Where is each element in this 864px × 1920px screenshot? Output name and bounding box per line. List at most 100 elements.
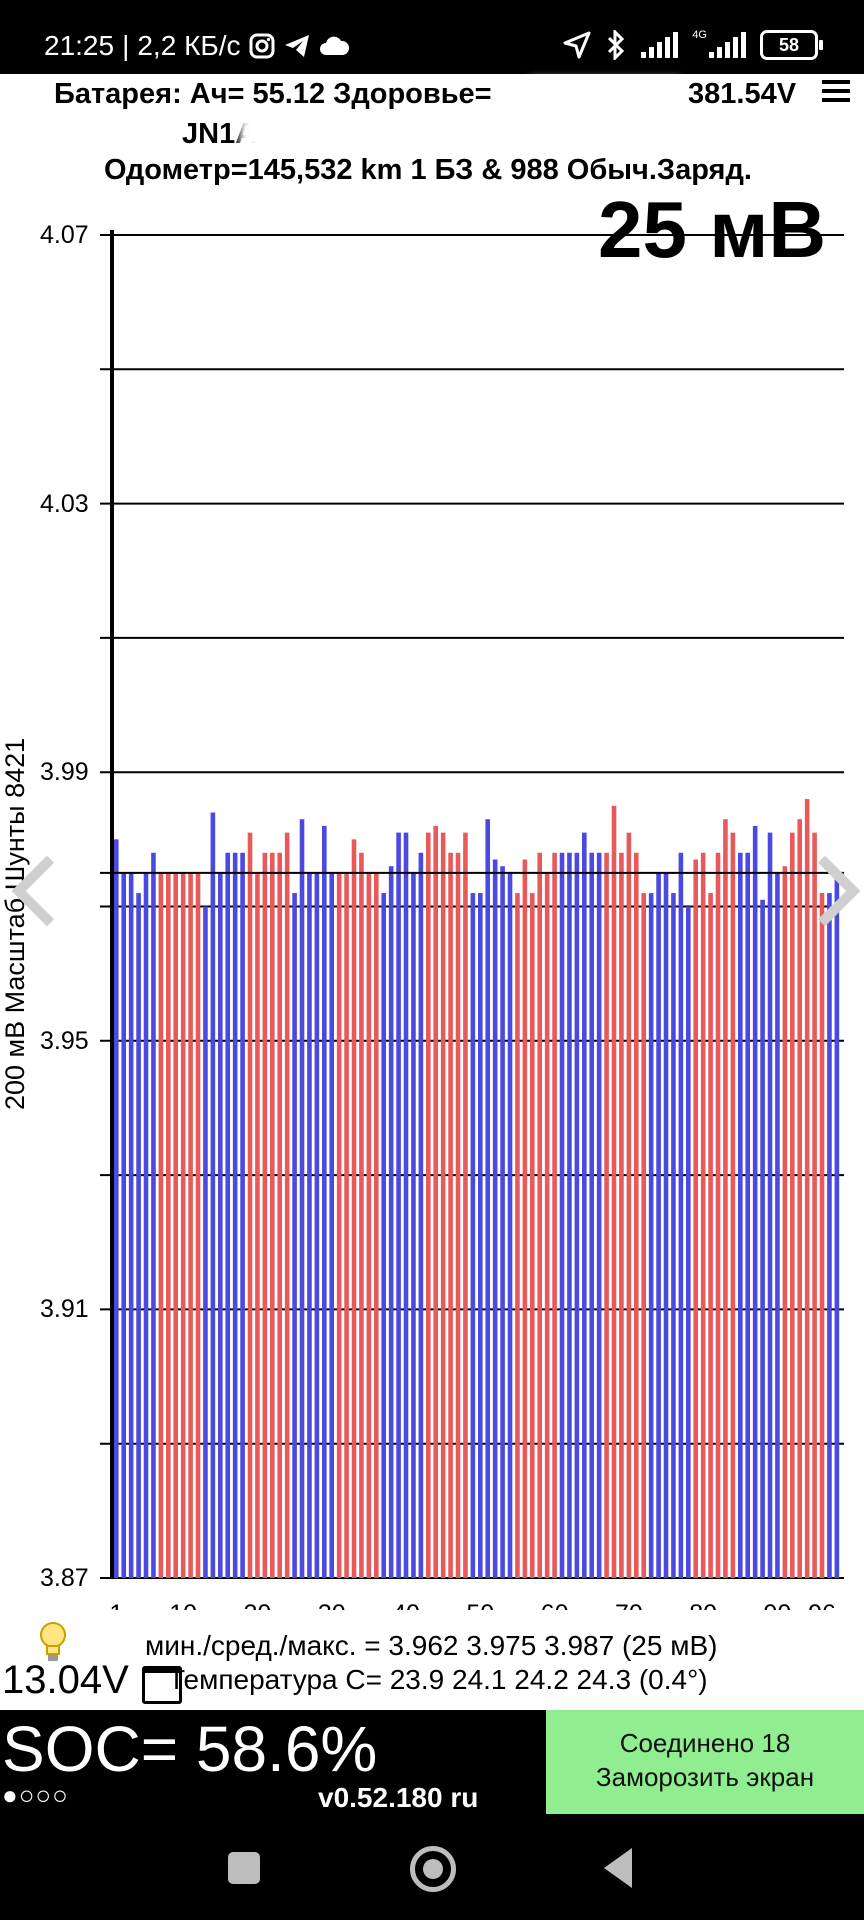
x-tick-label: 20 (244, 1600, 272, 1610)
cell-bar (403, 832, 409, 1578)
connect-freeze-button[interactable]: Соединено 18 Заморозить экран (546, 1710, 864, 1814)
cell-bar (426, 832, 431, 1578)
cell-bar (827, 893, 832, 1578)
cell-bar (448, 852, 453, 1578)
home-icon[interactable] (410, 1846, 456, 1892)
x-tick-label: 70 (615, 1600, 643, 1610)
redacted-area-2 (240, 118, 560, 148)
cell-bar (634, 852, 639, 1578)
status-separator: | (122, 30, 130, 61)
cell-bar (738, 852, 743, 1578)
cell-bar (790, 832, 795, 1578)
cell-bar (760, 899, 765, 1578)
y-tick-label: 4.03 (40, 489, 89, 518)
cell-bar (359, 852, 364, 1578)
cell-bar (678, 852, 684, 1578)
cell-bar (745, 852, 751, 1578)
temperature-line: Температура C= 23.9 24.1 24.2 24.3 (0.4°… (168, 1664, 708, 1695)
cell-bar (804, 799, 810, 1578)
cell-bar (440, 832, 446, 1578)
cell-bar (522, 859, 528, 1578)
cell-bar (752, 825, 758, 1578)
cell-bar (641, 893, 647, 1578)
network-type-label: 4G (692, 29, 707, 41)
cell-bar (366, 872, 372, 1578)
cell-bar (381, 893, 387, 1578)
back-icon[interactable] (604, 1848, 632, 1888)
y-tick-label: 3.95 (40, 1026, 89, 1055)
page-dots: ●○○○ (2, 1780, 69, 1810)
menu-icon[interactable] (822, 80, 850, 102)
cell-bar (663, 872, 669, 1578)
x-tick-label: 40 (392, 1600, 420, 1610)
cell-bar (537, 852, 543, 1578)
y-tick-label: 3.91 (40, 1295, 89, 1324)
x-tick-label: 50 (466, 1600, 494, 1610)
cell-bar (812, 832, 817, 1578)
cell-bar (136, 893, 141, 1578)
cell-bar (307, 872, 312, 1578)
cell-bar (225, 852, 231, 1578)
cell-bar (388, 866, 394, 1578)
cell-bar (619, 852, 624, 1578)
cell-bar (255, 872, 260, 1578)
cell-bar (604, 852, 609, 1578)
y-axis-title: 200 мВ Масштаб Шунты 8421 (0, 737, 30, 1110)
aux-voltage: 13.04V (2, 1658, 129, 1702)
cell-bar (596, 852, 602, 1578)
status-bar: 21:25 | 2,2 КБ/с 4G 58 (0, 0, 864, 74)
cell-bar (277, 852, 283, 1578)
y-tick-label: 3.87 (40, 1564, 89, 1592)
cell-bar (173, 872, 179, 1578)
cloud-icon (319, 36, 349, 55)
recent-apps-icon[interactable] (228, 1852, 260, 1884)
cell-bar (611, 805, 617, 1578)
y-tick-label: 3.99 (40, 758, 89, 787)
cell-bar (648, 893, 654, 1578)
x-tick-label: 90 (764, 1600, 792, 1610)
cell-bar (240, 852, 245, 1578)
cell-bar (626, 832, 632, 1578)
status-speed: 2,2 КБ/с (137, 30, 241, 61)
x-tick-label: 96 (808, 1600, 836, 1610)
cell-bar (530, 893, 535, 1578)
cell-bar (767, 832, 773, 1578)
status-time: 21:25 (44, 30, 115, 61)
cell-bar (700, 852, 706, 1578)
cell-bar (292, 893, 297, 1578)
bluetooth-icon (608, 30, 625, 60)
cell-bar (500, 866, 505, 1578)
telegram-icon (284, 35, 309, 57)
cell-bar (559, 852, 565, 1578)
cell-bar (574, 852, 580, 1578)
x-tick-label: 80 (689, 1600, 717, 1610)
cell-bar (693, 859, 699, 1578)
cell-bar (589, 852, 595, 1578)
cell-bar (262, 852, 268, 1578)
cell-bar (188, 872, 193, 1578)
x-tick-label: 10 (169, 1600, 197, 1610)
cell-bar (515, 893, 520, 1578)
cell-bar (218, 872, 223, 1578)
cell-bar (203, 906, 208, 1578)
cell-bar (329, 872, 335, 1578)
cell-bar (797, 819, 803, 1578)
cell-bar (210, 812, 216, 1578)
location-icon (563, 31, 591, 59)
battery-icon: 58 (760, 30, 823, 60)
cell-bar (730, 832, 736, 1578)
cell-bar (247, 832, 253, 1578)
cell-bar (723, 819, 728, 1578)
scale-label: 25 мВ (598, 185, 827, 274)
cell-bar (344, 872, 349, 1578)
cell-bar (470, 893, 476, 1578)
version-label: v0.52.180 ru (318, 1782, 479, 1813)
battery-info-line: Батарея: Ач= 55.12 Здоровье= (54, 78, 492, 110)
cell-bar (567, 852, 572, 1578)
freeze-screen-label: Заморозить экран (595, 1762, 815, 1792)
cell-bar (284, 832, 290, 1578)
cell-bar (374, 872, 379, 1578)
cell-bar (775, 872, 780, 1578)
cell-bar (121, 872, 127, 1578)
pack-voltage: 381.54V (688, 78, 797, 110)
